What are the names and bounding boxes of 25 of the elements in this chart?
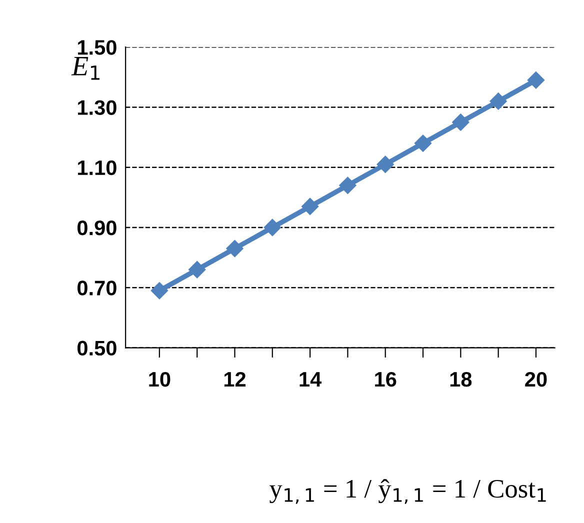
y-axis-title: E$_{1}$	[71, 57, 100, 80]
point	[376, 156, 394, 173]
point	[339, 176, 356, 194]
y-tick-label: 0.70	[78, 280, 116, 296]
point	[302, 198, 319, 216]
x-tick-label: 18	[450, 372, 472, 387]
point	[226, 240, 244, 258]
x-tick-label: 10	[149, 372, 170, 387]
y-tick-label: 1.30	[78, 100, 116, 115]
point	[264, 218, 281, 236]
x-tick-label: 12	[224, 372, 246, 387]
x-axis-title: y$_{1,1}$ = 1 / ŷ$_{1,1}$ = 1 / Cost$_{1}$	[270, 479, 546, 504]
x-tick-label: 16	[375, 372, 396, 387]
x-tick-label: 14	[300, 372, 322, 387]
y-tick-label: 0.90	[78, 220, 116, 236]
point	[150, 282, 168, 300]
point	[527, 72, 545, 89]
y-tick-label: 0.50	[78, 340, 116, 356]
y-tick-label: 1.10	[78, 160, 116, 176]
x-tick-label: 20	[525, 372, 547, 387]
point	[490, 92, 507, 110]
point	[188, 261, 206, 278]
point	[414, 134, 432, 152]
y-tick-label: 1.50	[78, 40, 116, 55]
point	[452, 114, 470, 131]
